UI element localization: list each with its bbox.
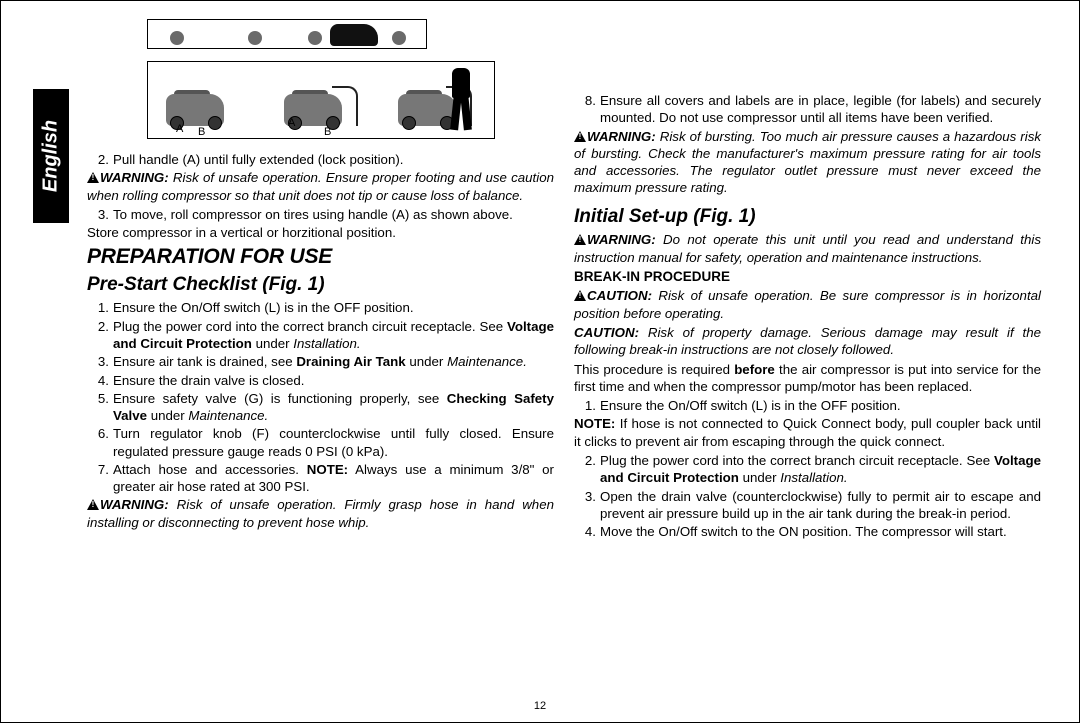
header-figure-fragment	[147, 19, 427, 49]
check-6: Turn regulator knob (F) counterclockwise…	[113, 425, 554, 460]
fig-label-a2: A	[288, 116, 295, 130]
break-2: Plug the power cord into the correct bra…	[600, 452, 1041, 487]
warning-icon	[87, 499, 99, 510]
language-label: English	[40, 120, 63, 192]
breakin-heading: BREAK-IN PROCEDURE	[574, 268, 1041, 286]
handle-figure: A B A B	[147, 61, 495, 139]
right-column: 8.Ensure all covers and labels are in pl…	[574, 19, 1041, 692]
section-initial-setup-heading: Initial Set-up (Fig. 1)	[574, 205, 1041, 230]
right-warning-manual: WARNING: Do not operate this unit until …	[574, 231, 1041, 266]
content-area: A B A B 2.Pull handle (A) until fully ex…	[87, 19, 1041, 692]
breakin-intro: This procedure is required before the ai…	[574, 361, 1041, 396]
page: English A B A B 2.Pull handle (A) un	[0, 0, 1080, 723]
section-prestart-heading: Pre-Start Checklist (Fig. 1)	[87, 273, 554, 298]
break-3: Open the drain valve (counterclockwise) …	[600, 488, 1041, 523]
left-column: A B A B 2.Pull handle (A) until fully ex…	[87, 19, 554, 692]
caution-horizontal: CAUTION: Risk of unsafe operation. Be su…	[574, 287, 1041, 322]
check-4: Ensure the drain valve is closed.	[113, 372, 554, 389]
left-warning-1: WARNING: Risk of unsafe operation. Ensur…	[87, 169, 554, 204]
fig-label-b2: B	[324, 125, 331, 139]
left-item-3: To move, roll compressor on tires using …	[113, 206, 554, 223]
warning-icon	[574, 234, 586, 245]
break-4: Move the On/Off switch to the ON positio…	[600, 523, 1041, 540]
break-1: Ensure the On/Off switch (L) is in the O…	[600, 397, 1041, 414]
warning-icon	[574, 131, 586, 142]
check-3: Ensure air tank is drained, see Draining…	[113, 353, 554, 370]
left-warning-2: WARNING: Risk of unsafe operation. Firml…	[87, 496, 554, 531]
store-note: Store compressor in a vertical or horzit…	[87, 224, 554, 241]
section-prep-heading: PREPARATION FOR USE	[87, 243, 554, 270]
check-5: Ensure safety valve (G) is functioning p…	[113, 390, 554, 425]
page-number: 12	[1, 700, 1079, 712]
right-item-8: Ensure all covers and labels are in plac…	[600, 92, 1041, 127]
warning-icon	[574, 290, 586, 301]
fig-label-a1: A	[176, 122, 183, 136]
fig-label-b1: B	[198, 125, 205, 139]
check-2: Plug the power cord into the correct bra…	[113, 318, 554, 353]
check-1: Ensure the On/Off switch (L) is in the O…	[113, 299, 554, 316]
warning-icon	[87, 172, 99, 183]
caution-damage: CAUTION: Risk of property damage. Seriou…	[574, 324, 1041, 359]
right-warning-burst: WARNING: Risk of bursting. Too much air …	[574, 128, 1041, 197]
note-hose: NOTE: If hose is not connected to Quick …	[574, 415, 1041, 450]
left-item-2: Pull handle (A) until fully extended (lo…	[113, 151, 554, 168]
language-tab: English	[33, 89, 69, 223]
check-7: Attach hose and accessories. NOTE: Alway…	[113, 461, 554, 496]
